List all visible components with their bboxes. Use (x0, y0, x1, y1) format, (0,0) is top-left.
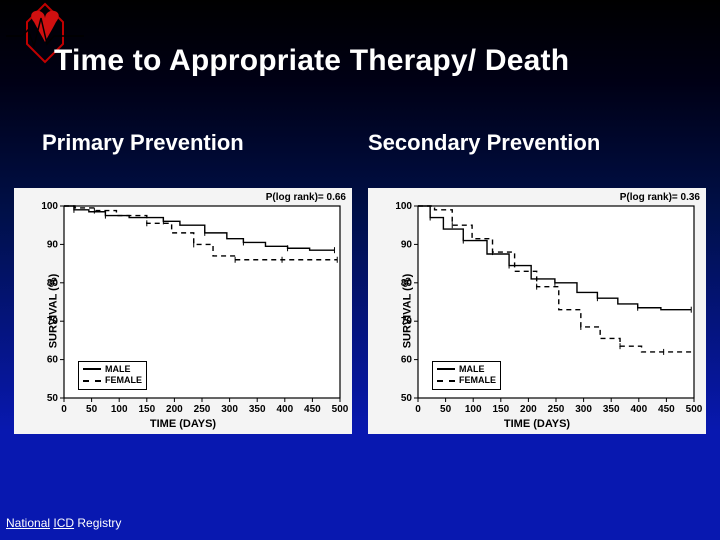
pvalue-secondary: P(log rank)= 0.36 (620, 192, 700, 203)
svg-text:250: 250 (194, 404, 211, 415)
legend-secondary: MALE FEMALE (432, 361, 501, 390)
chart-primary-prevention: 5060708090100050100150200250300350400450… (14, 188, 352, 434)
svg-text:250: 250 (548, 404, 565, 415)
legend-swatch-male-icon (83, 368, 101, 371)
svg-text:100: 100 (465, 404, 482, 415)
svg-text:90: 90 (401, 239, 413, 250)
svg-text:100: 100 (111, 404, 128, 415)
subtitle-secondary: Secondary Prevention (368, 130, 600, 156)
svg-text:60: 60 (47, 355, 59, 366)
svg-text:500: 500 (686, 404, 703, 415)
svg-text:90: 90 (47, 239, 59, 250)
svg-text:50: 50 (440, 404, 452, 415)
footer-part-3: Registry (77, 516, 121, 530)
charts-row: 5060708090100050100150200250300350400450… (14, 188, 706, 434)
footer: National ICD Registry (6, 516, 121, 530)
svg-text:150: 150 (492, 404, 509, 415)
svg-text:200: 200 (166, 404, 183, 415)
footer-part-1: National (6, 516, 50, 530)
legend-female-primary: FEMALE (83, 375, 142, 387)
ylabel-primary: SURVIVAL (%) (47, 274, 59, 349)
xlabel-secondary: TIME (DAYS) (368, 418, 706, 430)
chart-secondary-svg: 5060708090100050100150200250300350400450… (368, 188, 706, 434)
svg-text:0: 0 (415, 404, 421, 415)
svg-text:200: 200 (520, 404, 537, 415)
svg-text:450: 450 (304, 404, 321, 415)
svg-text:100: 100 (41, 201, 58, 212)
svg-text:350: 350 (603, 404, 620, 415)
footer-part-2: ICD (53, 516, 74, 530)
svg-text:450: 450 (658, 404, 675, 415)
svg-text:150: 150 (138, 404, 155, 415)
legend-female-label-2: FEMALE (459, 375, 496, 387)
svg-text:350: 350 (249, 404, 266, 415)
svg-text:0: 0 (61, 404, 67, 415)
svg-text:300: 300 (221, 404, 238, 415)
svg-text:300: 300 (575, 404, 592, 415)
chart-primary-svg: 5060708090100050100150200250300350400450… (14, 188, 352, 434)
svg-text:400: 400 (276, 404, 293, 415)
legend-primary: MALE FEMALE (78, 361, 147, 390)
subtitle-primary: Primary Prevention (42, 130, 244, 156)
svg-text:50: 50 (86, 404, 98, 415)
svg-text:400: 400 (630, 404, 647, 415)
legend-swatch-female-icon (437, 380, 455, 383)
legend-swatch-female-icon (83, 380, 101, 383)
legend-male-secondary: MALE (437, 364, 496, 376)
legend-swatch-male-icon (437, 368, 455, 371)
xlabel-primary: TIME (DAYS) (14, 418, 352, 430)
svg-text:50: 50 (401, 393, 413, 404)
svg-text:100: 100 (395, 201, 412, 212)
legend-female-label: FEMALE (105, 375, 142, 387)
chart-secondary-prevention: 5060708090100050100150200250300350400450… (368, 188, 706, 434)
legend-female-secondary: FEMALE (437, 375, 496, 387)
ylabel-secondary: SURVIVAL (%) (401, 274, 413, 349)
slide: Time to Appropriate Therapy/ Death Prima… (0, 0, 720, 540)
svg-text:50: 50 (47, 393, 59, 404)
slide-title: Time to Appropriate Therapy/ Death (54, 44, 700, 78)
svg-text:60: 60 (401, 355, 413, 366)
legend-male-primary: MALE (83, 364, 142, 376)
svg-text:500: 500 (332, 404, 349, 415)
pvalue-primary: P(log rank)= 0.66 (266, 192, 346, 203)
legend-male-label: MALE (105, 364, 131, 376)
legend-male-label-2: MALE (459, 364, 485, 376)
